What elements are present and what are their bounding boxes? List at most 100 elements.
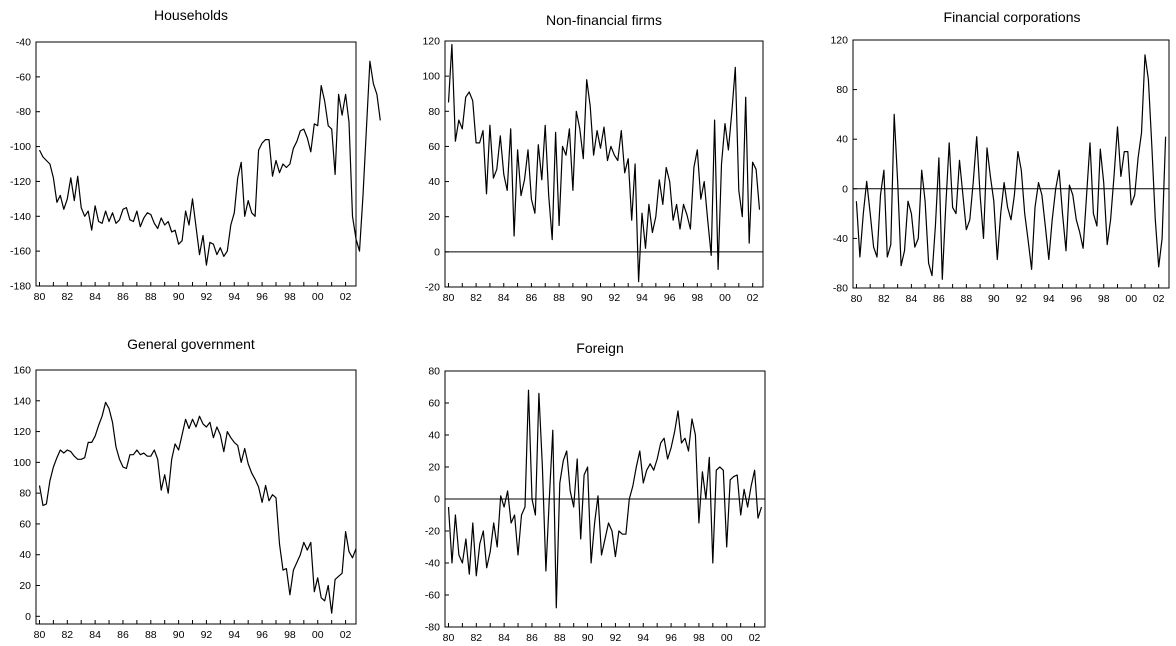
chart-marks: -80 -40 0 40 80 120 80 82 84 86 88 90 92 94 96 98 00 02 [830, 35, 1169, 305]
x-tick-label: 02 [340, 629, 352, 641]
x-tick-label: 00 [312, 629, 324, 641]
chart-title: Financial corporations [944, 9, 1081, 25]
chart-title: Non-financial firms [546, 12, 662, 28]
x-tick-label: 90 [988, 293, 1000, 305]
y-tick-label: 40 [19, 549, 31, 561]
x-tick-label: 82 [470, 632, 482, 644]
x-tick-label: 84 [498, 632, 510, 644]
x-tick-label: 02 [1153, 293, 1165, 305]
x-tick-label: 92 [1015, 293, 1027, 305]
y-tick-label: -100 [10, 141, 31, 153]
y-tick-label: 80 [428, 106, 440, 118]
x-tick-label: 94 [1043, 293, 1055, 305]
x-tick-label: 82 [61, 629, 73, 641]
x-tick-label: 92 [201, 291, 213, 303]
y-tick-label: 0 [434, 246, 440, 258]
y-tick-label: 140 [13, 395, 31, 407]
y-tick-label: 100 [13, 457, 31, 469]
chart-title: Foreign [576, 340, 623, 356]
y-tick-label: -40 [833, 233, 848, 245]
x-tick-label: 90 [581, 292, 593, 304]
series-line [38, 60, 381, 266]
x-tick-label: 94 [228, 629, 240, 641]
y-tick-label: -140 [10, 211, 31, 223]
y-tick-label: 0 [25, 611, 31, 623]
y-tick-label: -60 [16, 71, 31, 83]
x-tick-label: 94 [637, 632, 649, 644]
y-tick-label: 120 [13, 426, 31, 438]
x-tick-label: 96 [664, 292, 676, 304]
x-tick-label: 84 [89, 629, 101, 641]
x-tick-label: 98 [691, 292, 703, 304]
y-tick-label: -120 [10, 176, 31, 188]
y-tick-label: 120 [422, 36, 440, 48]
x-tick-label: 98 [284, 629, 296, 641]
x-tick-label: 96 [1070, 293, 1082, 305]
x-tick-label: 86 [526, 292, 538, 304]
x-tick-label: 96 [256, 291, 268, 303]
x-tick-label: 80 [34, 629, 46, 641]
y-tick-label: 40 [428, 430, 440, 442]
x-tick-label: 96 [665, 632, 677, 644]
y-tick-label: 0 [842, 183, 848, 195]
y-tick-label: -80 [16, 106, 31, 118]
x-tick-label: 94 [228, 291, 240, 303]
x-tick-label: 90 [173, 629, 185, 641]
y-tick-label: 60 [428, 141, 440, 153]
x-tick-label: 80 [443, 292, 455, 304]
chart-title: Households [154, 7, 228, 23]
chart-non-financial-firms: Non-financial firms -2002040608010012080… [422, 12, 764, 304]
x-tick-label: 88 [145, 629, 157, 641]
x-tick-label: 82 [470, 292, 482, 304]
y-tick-label: 100 [422, 71, 440, 83]
x-tick-label: 88 [145, 291, 157, 303]
x-tick-label: 00 [721, 632, 733, 644]
y-tick-label: 20 [428, 462, 440, 474]
y-tick-label: 20 [19, 580, 31, 592]
y-tick-label: -40 [16, 37, 31, 49]
y-tick-label: -180 [10, 281, 31, 293]
x-tick-label: 92 [609, 292, 621, 304]
y-tick-label: 80 [19, 488, 31, 500]
y-tick-label: 80 [428, 366, 440, 378]
x-tick-label: 00 [1125, 293, 1137, 305]
x-tick-label: 84 [498, 292, 510, 304]
x-tick-label: 02 [747, 292, 759, 304]
series-line [38, 401, 357, 614]
x-tick-label: 88 [553, 292, 565, 304]
y-tick-label: 60 [428, 398, 440, 410]
x-tick-label: 98 [1098, 293, 1110, 305]
chart-general-government: General government 020406080100120140160… [13, 336, 357, 641]
x-tick-label: 88 [961, 293, 973, 305]
chart-title: General government [127, 336, 255, 352]
x-tick-label: 92 [201, 629, 213, 641]
x-tick-label: 90 [173, 291, 185, 303]
x-tick-label: 80 [34, 291, 46, 303]
y-tick-label: 40 [836, 134, 848, 146]
plot-frame [444, 40, 764, 288]
x-tick-label: 84 [906, 293, 918, 305]
x-tick-label: 88 [554, 632, 566, 644]
x-tick-label: 98 [693, 632, 705, 644]
x-tick-label: 90 [582, 632, 594, 644]
chart-households: Households -180 -160 -140 -120 -100 -80 -60 -40… [10, 7, 381, 303]
x-tick-label: 98 [284, 291, 296, 303]
x-tick-label: 92 [610, 632, 622, 644]
y-tick-label: 40 [428, 176, 440, 188]
y-tick-label: -80 [425, 622, 440, 634]
y-tick-label: -40 [425, 558, 440, 570]
x-tick-label: 94 [636, 292, 648, 304]
series-line [855, 54, 1167, 280]
y-tick-label: 0 [434, 494, 440, 506]
y-tick-label: -20 [425, 282, 440, 294]
x-tick-label: 02 [749, 632, 761, 644]
y-tick-label: 20 [428, 211, 440, 223]
x-tick-label: 86 [117, 629, 129, 641]
y-tick-label: 80 [836, 84, 848, 96]
series-line [447, 389, 763, 609]
x-tick-label: 84 [89, 291, 101, 303]
